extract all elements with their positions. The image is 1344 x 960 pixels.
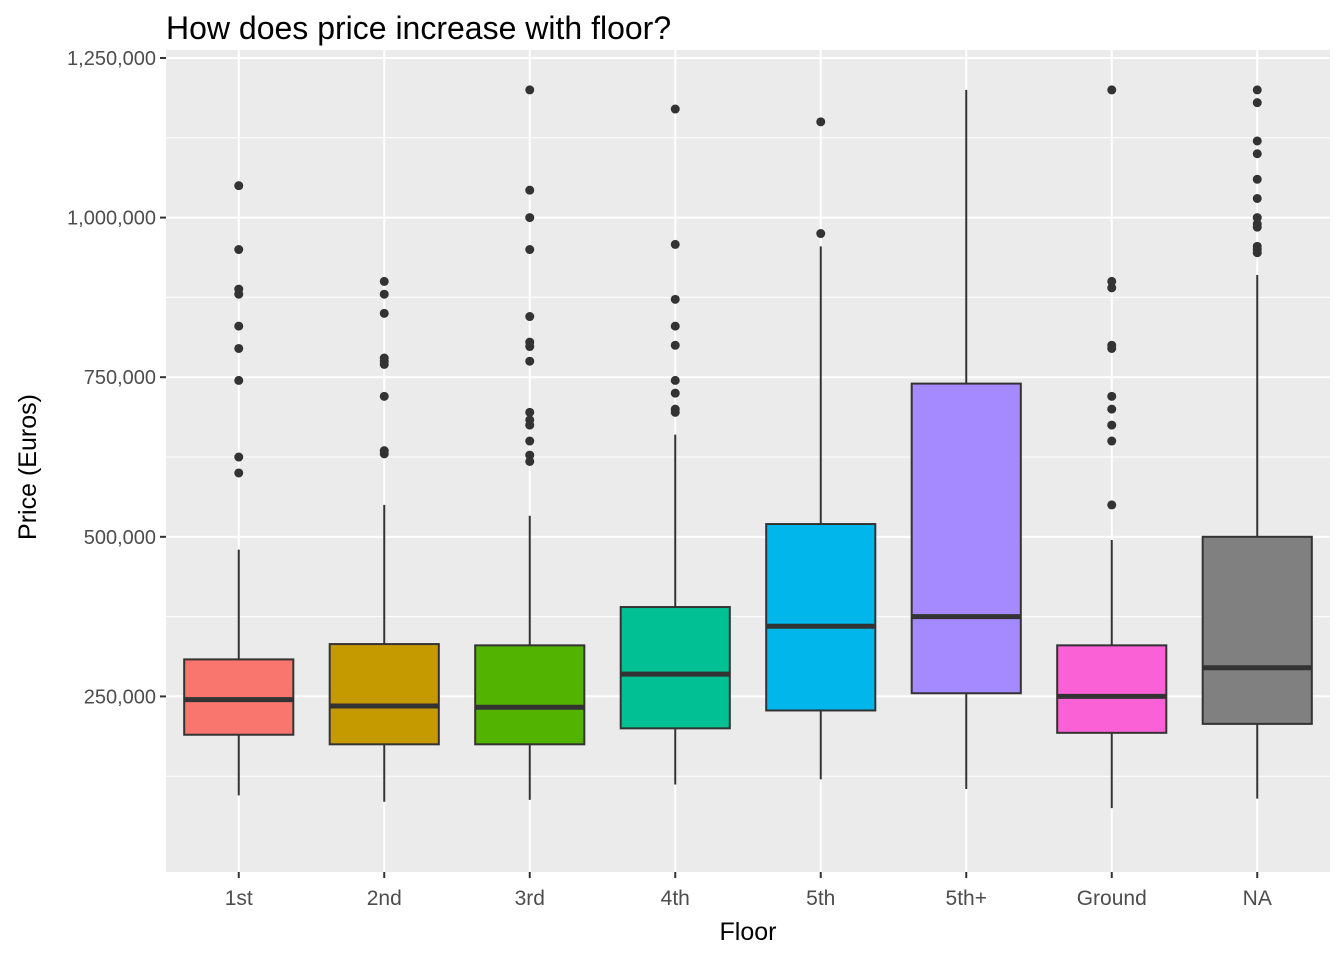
outlier-point: [525, 450, 535, 460]
y-tick-label: 750,000: [84, 367, 156, 389]
outlier-point: [1252, 85, 1262, 95]
x-axis: 1st 2nd 3rd 4th 5th 5th+ Ground NA: [225, 872, 1272, 910]
outlier-point: [816, 117, 826, 127]
outlier-point: [234, 321, 244, 331]
box-5th: [765, 117, 877, 780]
box-ground: [1056, 85, 1168, 809]
outlier-point: [1107, 340, 1117, 350]
box-body: [1056, 644, 1168, 734]
outlier-point: [525, 245, 535, 255]
outlier-point: [379, 308, 389, 318]
x-tick-label: Ground: [1077, 887, 1147, 910]
outlier-point: [670, 340, 680, 350]
outlier-point: [379, 289, 389, 299]
outlier-point: [1107, 500, 1117, 510]
y-axis-title: Price (Euros): [14, 394, 42, 540]
x-tick-label: 5th: [806, 887, 835, 910]
outlier-point: [234, 343, 244, 353]
outlier-point: [1252, 241, 1262, 251]
x-tick-label: 4th: [661, 887, 690, 910]
outlier-point: [1252, 149, 1262, 159]
outlier-point: [1107, 85, 1117, 95]
outlier-point: [525, 415, 535, 425]
outlier-point: [234, 375, 244, 385]
y-tick-label: 250,000: [84, 686, 156, 708]
outlier-point: [1107, 420, 1117, 430]
outlier-point: [234, 245, 244, 255]
x-tick-label: 5th+: [946, 887, 987, 910]
y-tick-label: 1,250,000: [67, 48, 156, 70]
outlier-point: [1252, 98, 1262, 108]
box-body: [765, 523, 877, 712]
box-3rd: [474, 85, 586, 800]
box-4th: [619, 104, 731, 785]
box-2nd: [328, 276, 440, 802]
outlier-point: [525, 456, 535, 466]
box-5th-plus: [910, 89, 1022, 790]
outlier-point: [670, 321, 680, 331]
outlier-point: [816, 229, 826, 239]
outlier-point: [1107, 391, 1117, 401]
box-body: [619, 606, 731, 730]
outlier-point: [525, 312, 535, 322]
x-axis-title: Floor: [720, 918, 777, 946]
outlier-point: [1252, 219, 1262, 229]
outlier-point: [670, 388, 680, 398]
outlier-point: [1252, 193, 1262, 203]
outlier-point: [234, 181, 244, 191]
outlier-point: [525, 185, 535, 195]
outlier-point: [670, 294, 680, 304]
outlier-point: [1252, 136, 1262, 146]
outlier-point: [379, 353, 389, 363]
y-tick-label: 500,000: [84, 527, 156, 549]
box-1st: [183, 181, 295, 796]
box-body: [183, 658, 295, 736]
outlier-point: [525, 436, 535, 446]
outlier-point: [1107, 283, 1117, 293]
x-tick-label: 2nd: [367, 887, 402, 910]
y-axis: 250,000 500,000 750,000 1,000,000 1,250,000: [67, 48, 166, 708]
outlier-point: [670, 375, 680, 385]
outlier-point: [379, 446, 389, 456]
outlier-point: [525, 407, 535, 417]
box-na: [1201, 85, 1313, 799]
outlier-point: [379, 276, 389, 286]
box-body: [474, 644, 586, 746]
box-body: [910, 382, 1022, 695]
x-tick-label: 1st: [225, 887, 253, 910]
outlier-point: [234, 468, 244, 478]
outlier-point: [525, 213, 535, 223]
box-body: [328, 643, 440, 746]
outlier-point: [670, 104, 680, 114]
outlier-point: [1107, 436, 1117, 446]
box-series: [183, 85, 1313, 809]
outlier-point: [525, 85, 535, 95]
plot-panel: [166, 50, 1330, 872]
x-tick-label: NA: [1243, 887, 1272, 910]
outlier-point: [1107, 276, 1117, 286]
outlier-point: [670, 239, 680, 249]
outlier-point: [1252, 213, 1262, 223]
y-tick-label: 1,000,000: [67, 208, 156, 230]
outlier-point: [670, 404, 680, 414]
outlier-point: [525, 337, 535, 347]
outlier-point: [525, 356, 535, 366]
outlier-point: [1107, 404, 1117, 414]
chart-title: How does price increase with floor?: [166, 10, 672, 46]
outlier-point: [379, 391, 389, 401]
outlier-point: [234, 284, 244, 294]
outlier-point: [1252, 174, 1262, 184]
outlier-point: [234, 452, 244, 462]
grid-minor: [166, 137, 1330, 777]
box-body: [1201, 535, 1313, 725]
x-tick-label: 3rd: [515, 887, 545, 910]
